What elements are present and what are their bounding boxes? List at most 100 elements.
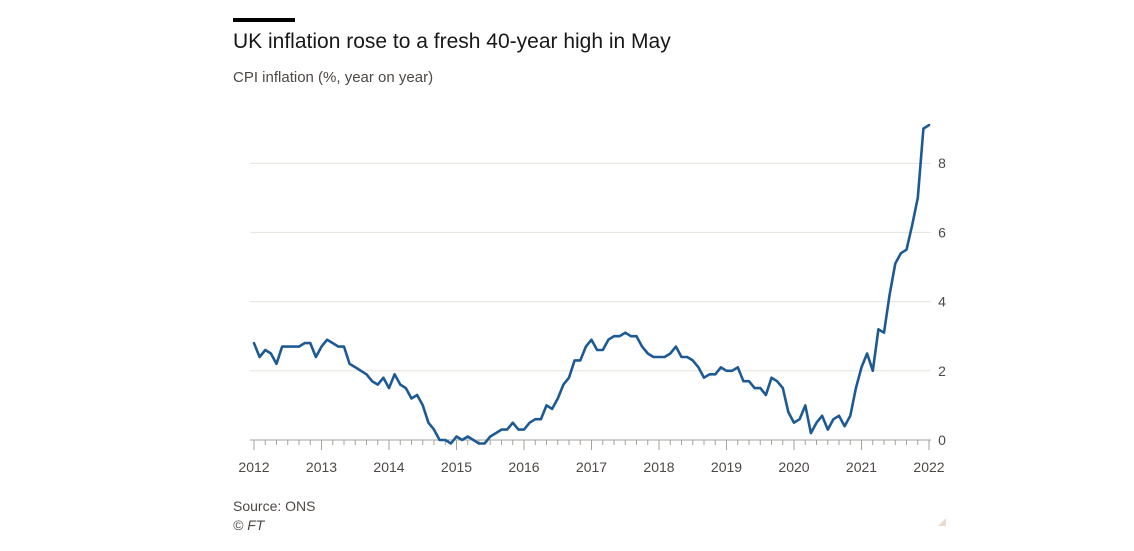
cpi-point (534, 418, 536, 420)
cpi-point (270, 352, 272, 354)
cpi-point (337, 345, 339, 347)
cpi-point (343, 345, 345, 347)
x-tick-label-2020: 2020 (778, 459, 809, 475)
cpi-point (928, 124, 930, 126)
cpi-point (843, 425, 845, 427)
x-tick-label-2017: 2017 (576, 459, 607, 475)
cpi-point (422, 404, 424, 406)
cpi-point (748, 380, 750, 382)
cpi-point (720, 366, 722, 368)
cpi-point (647, 352, 649, 354)
cpi-point (495, 432, 497, 434)
cpi-point (433, 428, 435, 430)
cpi-point (917, 197, 919, 199)
cpi-point (292, 345, 294, 347)
cpi-point (382, 377, 384, 379)
cpi-point (922, 127, 924, 129)
cpi-point (568, 377, 570, 379)
cpi-point (821, 415, 823, 417)
cpi-point (911, 224, 913, 226)
cpi-point (675, 345, 677, 347)
cpi-point (742, 380, 744, 382)
cpi-point (528, 422, 530, 424)
cpi-point (523, 428, 525, 430)
cpi-point (427, 422, 429, 424)
cpi-point (759, 387, 761, 389)
cpi-point (590, 338, 592, 340)
cpi-point (613, 335, 615, 337)
cpi-point (900, 252, 902, 254)
cpi-point (275, 363, 277, 365)
y-tick-label-4: 4 (938, 294, 946, 310)
ft-credit: © FT (233, 517, 265, 533)
cpi-point (258, 356, 260, 358)
cpi-point (596, 349, 598, 351)
cpi-point (388, 387, 390, 389)
cpi-point (692, 359, 694, 361)
cpi-point (703, 377, 705, 379)
cpi-point (444, 439, 446, 441)
cpi-point (804, 404, 806, 406)
cpi-point (855, 387, 857, 389)
cpi-point (332, 342, 334, 344)
cpi-point (320, 345, 322, 347)
chart-title: UK inflation rose to a fresh 40-year hig… (233, 30, 671, 53)
cpi-point (765, 394, 767, 396)
cpi-point (832, 418, 834, 420)
cpi-point (540, 418, 542, 420)
cpi-point (782, 387, 784, 389)
cpi-point (551, 408, 553, 410)
cpi-point (815, 422, 817, 424)
cpi-point (512, 422, 514, 424)
cpi-point (399, 383, 401, 385)
cpi-point (877, 328, 879, 330)
cpi-point (298, 345, 300, 347)
x-tick-label-2014: 2014 (373, 459, 404, 475)
cpi-point (860, 366, 862, 368)
x-tick-label-2016: 2016 (508, 459, 539, 475)
x-tick-label-2018: 2018 (643, 459, 674, 475)
cpi-point (905, 249, 907, 251)
cpi-point (393, 373, 395, 375)
cpi-point (506, 428, 508, 430)
cpi-point (641, 345, 643, 347)
cpi-point (455, 435, 457, 437)
cpi-point (489, 435, 491, 437)
cpi-point (483, 442, 485, 444)
chart-subtitle: CPI inflation (%, year on year) (233, 69, 434, 86)
cpi-point (309, 342, 311, 344)
cpi-point (866, 352, 868, 354)
source-note: Source: ONS (233, 498, 316, 514)
cpi-point (287, 345, 289, 347)
cpi-point (416, 394, 418, 396)
cpi-point (450, 442, 452, 444)
cpi-point (281, 345, 283, 347)
cpi-point (371, 380, 373, 382)
cpi-point (838, 415, 840, 417)
cpi-point (405, 387, 407, 389)
cpi-point (669, 352, 671, 354)
cpi-point (714, 373, 716, 375)
cpi-point (461, 439, 463, 441)
corner-mark (938, 518, 946, 526)
cpi-point (264, 349, 266, 351)
cpi-point (753, 387, 755, 389)
cpi-point (731, 370, 733, 372)
cpi-point (472, 439, 474, 441)
cpi-point (888, 293, 890, 295)
x-tick-label-2013: 2013 (306, 459, 337, 475)
header-rule (233, 18, 295, 22)
cpi-point (652, 356, 654, 358)
x-tick-label-2015: 2015 (441, 459, 472, 475)
cpi-point (573, 359, 575, 361)
cpi-point (557, 397, 559, 399)
cpi-point (883, 332, 885, 334)
cpi-point (365, 373, 367, 375)
cpi-point (585, 345, 587, 347)
cpi-point (562, 383, 564, 385)
x-axis (250, 439, 931, 450)
cpi-point (827, 428, 829, 430)
cpi-point (579, 359, 581, 361)
cpi-point (545, 404, 547, 406)
cpi-point (894, 262, 896, 264)
